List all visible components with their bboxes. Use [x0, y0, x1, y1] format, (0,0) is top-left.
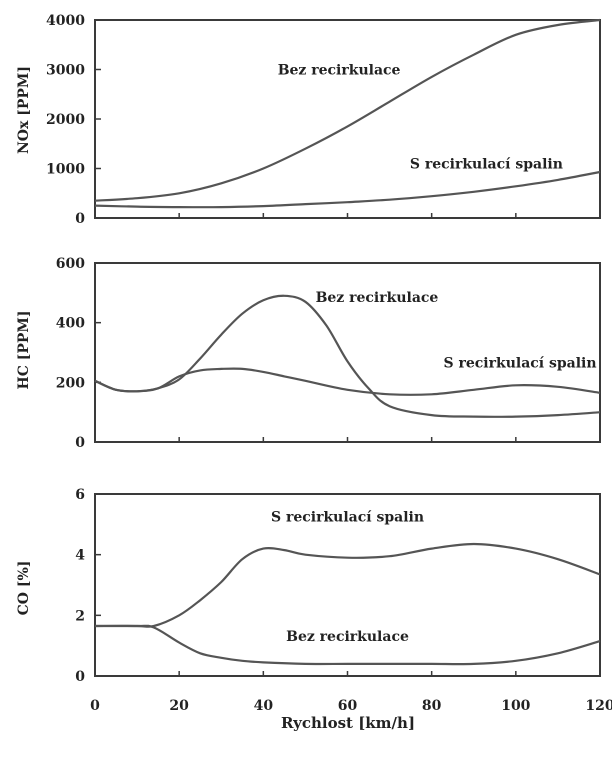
hc-y-tick-label: 600 [56, 256, 85, 272]
nox-panel: NOx [PPM] 0 1000 2000 3000 4000 Bez recirkula… [16, 13, 601, 227]
nox-y-tick-label: 2000 [46, 112, 85, 128]
co-x-tick-label: 60 [338, 698, 358, 714]
nox-series-s-recirkulaci-spalin [94, 170, 601, 209]
nox-annotation-s-recirkulaci-spalin: S recirkulací spalin [410, 157, 563, 173]
nox-y-tick-label: 3000 [46, 63, 85, 79]
hc-y-tick-label: 200 [56, 375, 85, 391]
x-axis-label: Rychlost [km/h] [281, 714, 415, 732]
nox-annotation-bez-recirkulace: Bez recirkulace [278, 62, 401, 78]
co-y-axis-label: CO [%] [16, 561, 32, 616]
hc-y-axis-label: HC [PPM] [16, 310, 32, 389]
hc-y-tick-label: 0 [75, 435, 85, 451]
nox-plot-frame [94, 19, 601, 219]
co-y-tick-label: 4 [75, 548, 85, 564]
hc-annotation-bez-recirkulace: Bez recirkulace [316, 290, 439, 306]
co-x-tick-label: 0 [90, 698, 100, 714]
nox-y-tick-label: 4000 [46, 13, 85, 29]
co-x-tick-label: 40 [254, 698, 274, 714]
co-y-tick-label: 2 [75, 608, 85, 624]
co-series-bez-recirkulace [94, 624, 601, 666]
co-series-s-recirkulaci-spalin [95, 542, 601, 628]
hc-panel: HC [PPM] 0 200 400 600 Bez recirkulace S reci… [16, 256, 601, 451]
co-y-tick-label: 0 [75, 669, 85, 685]
nox-y-tick-label: 0 [75, 211, 85, 227]
hc-y-tick-label: 400 [56, 316, 85, 332]
nox-series-bez-recirkulace [94, 18, 601, 202]
co-annotation-s-recirkulaci-spalin: S recirkulací spalin [271, 509, 424, 525]
co-annotation-bez-recirkulace: Bez recirkulace [286, 629, 409, 645]
nox-y-axis-label: NOx [PPM] [16, 66, 32, 154]
nox-y-tick-label: 1000 [46, 162, 85, 178]
hc-annotation-s-recirkulaci-spalin: S recirkulací spalin [444, 355, 597, 371]
co-x-tick-label: 120 [585, 698, 612, 714]
co-x-tick-label: 100 [501, 698, 530, 714]
hc-series-s-recirkulaci-spalin [94, 367, 601, 396]
co-x-tick-label: 80 [422, 698, 442, 714]
co-x-tick-label: 20 [169, 698, 189, 714]
co-y-tick-label: 6 [75, 487, 85, 503]
